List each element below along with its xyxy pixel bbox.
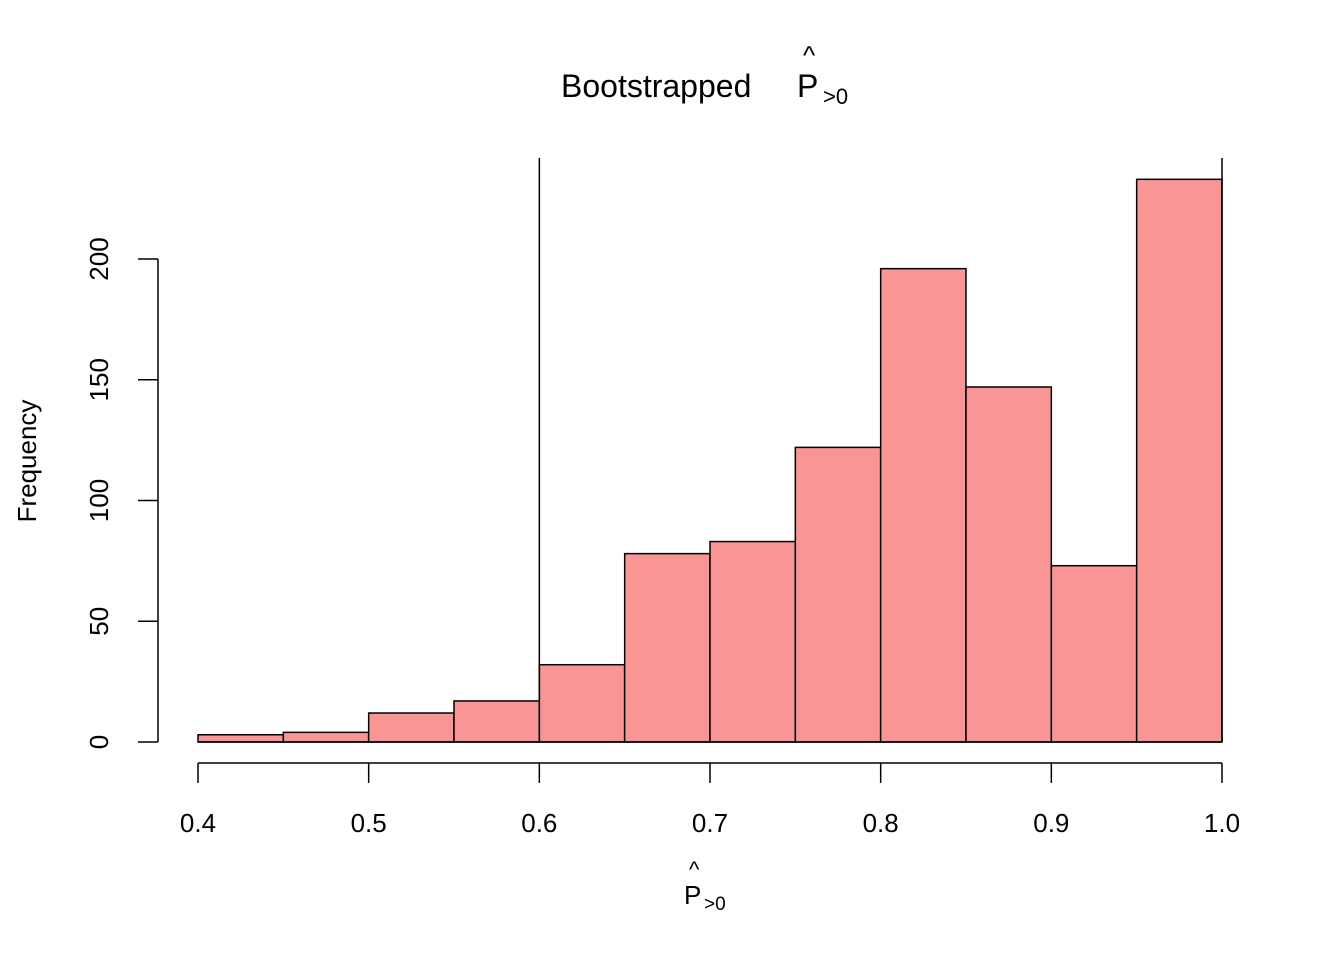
x-axis-title-subscript: >0: [704, 894, 726, 915]
chart-title-hat: ^: [803, 40, 816, 70]
y-tick-label: 100: [84, 479, 114, 522]
x-axis: 0.4 0.5 0.6 0.7 0.8 0.9 1.0: [180, 762, 1240, 838]
x-tick-label: 0.8: [863, 808, 899, 838]
histogram-bars: [197, 178, 1223, 743]
x-tick-label: 1.0: [1204, 808, 1240, 838]
x-tick-label: 0.9: [1033, 808, 1069, 838]
histogram-bar: [282, 731, 370, 743]
histogram-bar: [1050, 564, 1138, 743]
x-axis-title: P ^ >0: [684, 857, 726, 915]
histogram-bar: [453, 700, 541, 743]
y-axis-title: Frequency: [12, 400, 42, 523]
x-tick-label: 0.7: [692, 808, 728, 838]
histogram-bar: [1135, 178, 1223, 743]
histogram-bar: [197, 734, 285, 743]
reference-lines: [538, 158, 1223, 742]
x-axis-title-symbol: P: [684, 880, 701, 910]
histogram-bar: [794, 446, 882, 743]
histogram-bar: [879, 267, 967, 743]
y-tick-label: 0: [84, 735, 114, 749]
y-tick-label: 50: [84, 607, 114, 636]
y-axis: 0 50 100 150 200: [84, 237, 159, 749]
y-tick-label: 200: [84, 237, 114, 280]
x-axis-title-hat: ^: [689, 857, 700, 882]
x-tick-label: 0.4: [180, 808, 216, 838]
chart-title-text: Bootstrapped: [561, 68, 751, 104]
chart-title-symbol: P: [797, 68, 818, 104]
histogram-bar: [965, 386, 1053, 743]
histogram-bar: [367, 712, 455, 743]
x-tick-label: 0.6: [521, 808, 557, 838]
histogram-bar: [709, 540, 797, 743]
x-tick-label: 0.5: [351, 808, 387, 838]
chart-title: Bootstrapped P ^ >0: [561, 40, 848, 109]
y-tick-label: 150: [84, 358, 114, 401]
histogram-bar: [538, 663, 626, 743]
histogram-bar: [623, 552, 711, 743]
chart-title-subscript: >0: [823, 84, 848, 109]
